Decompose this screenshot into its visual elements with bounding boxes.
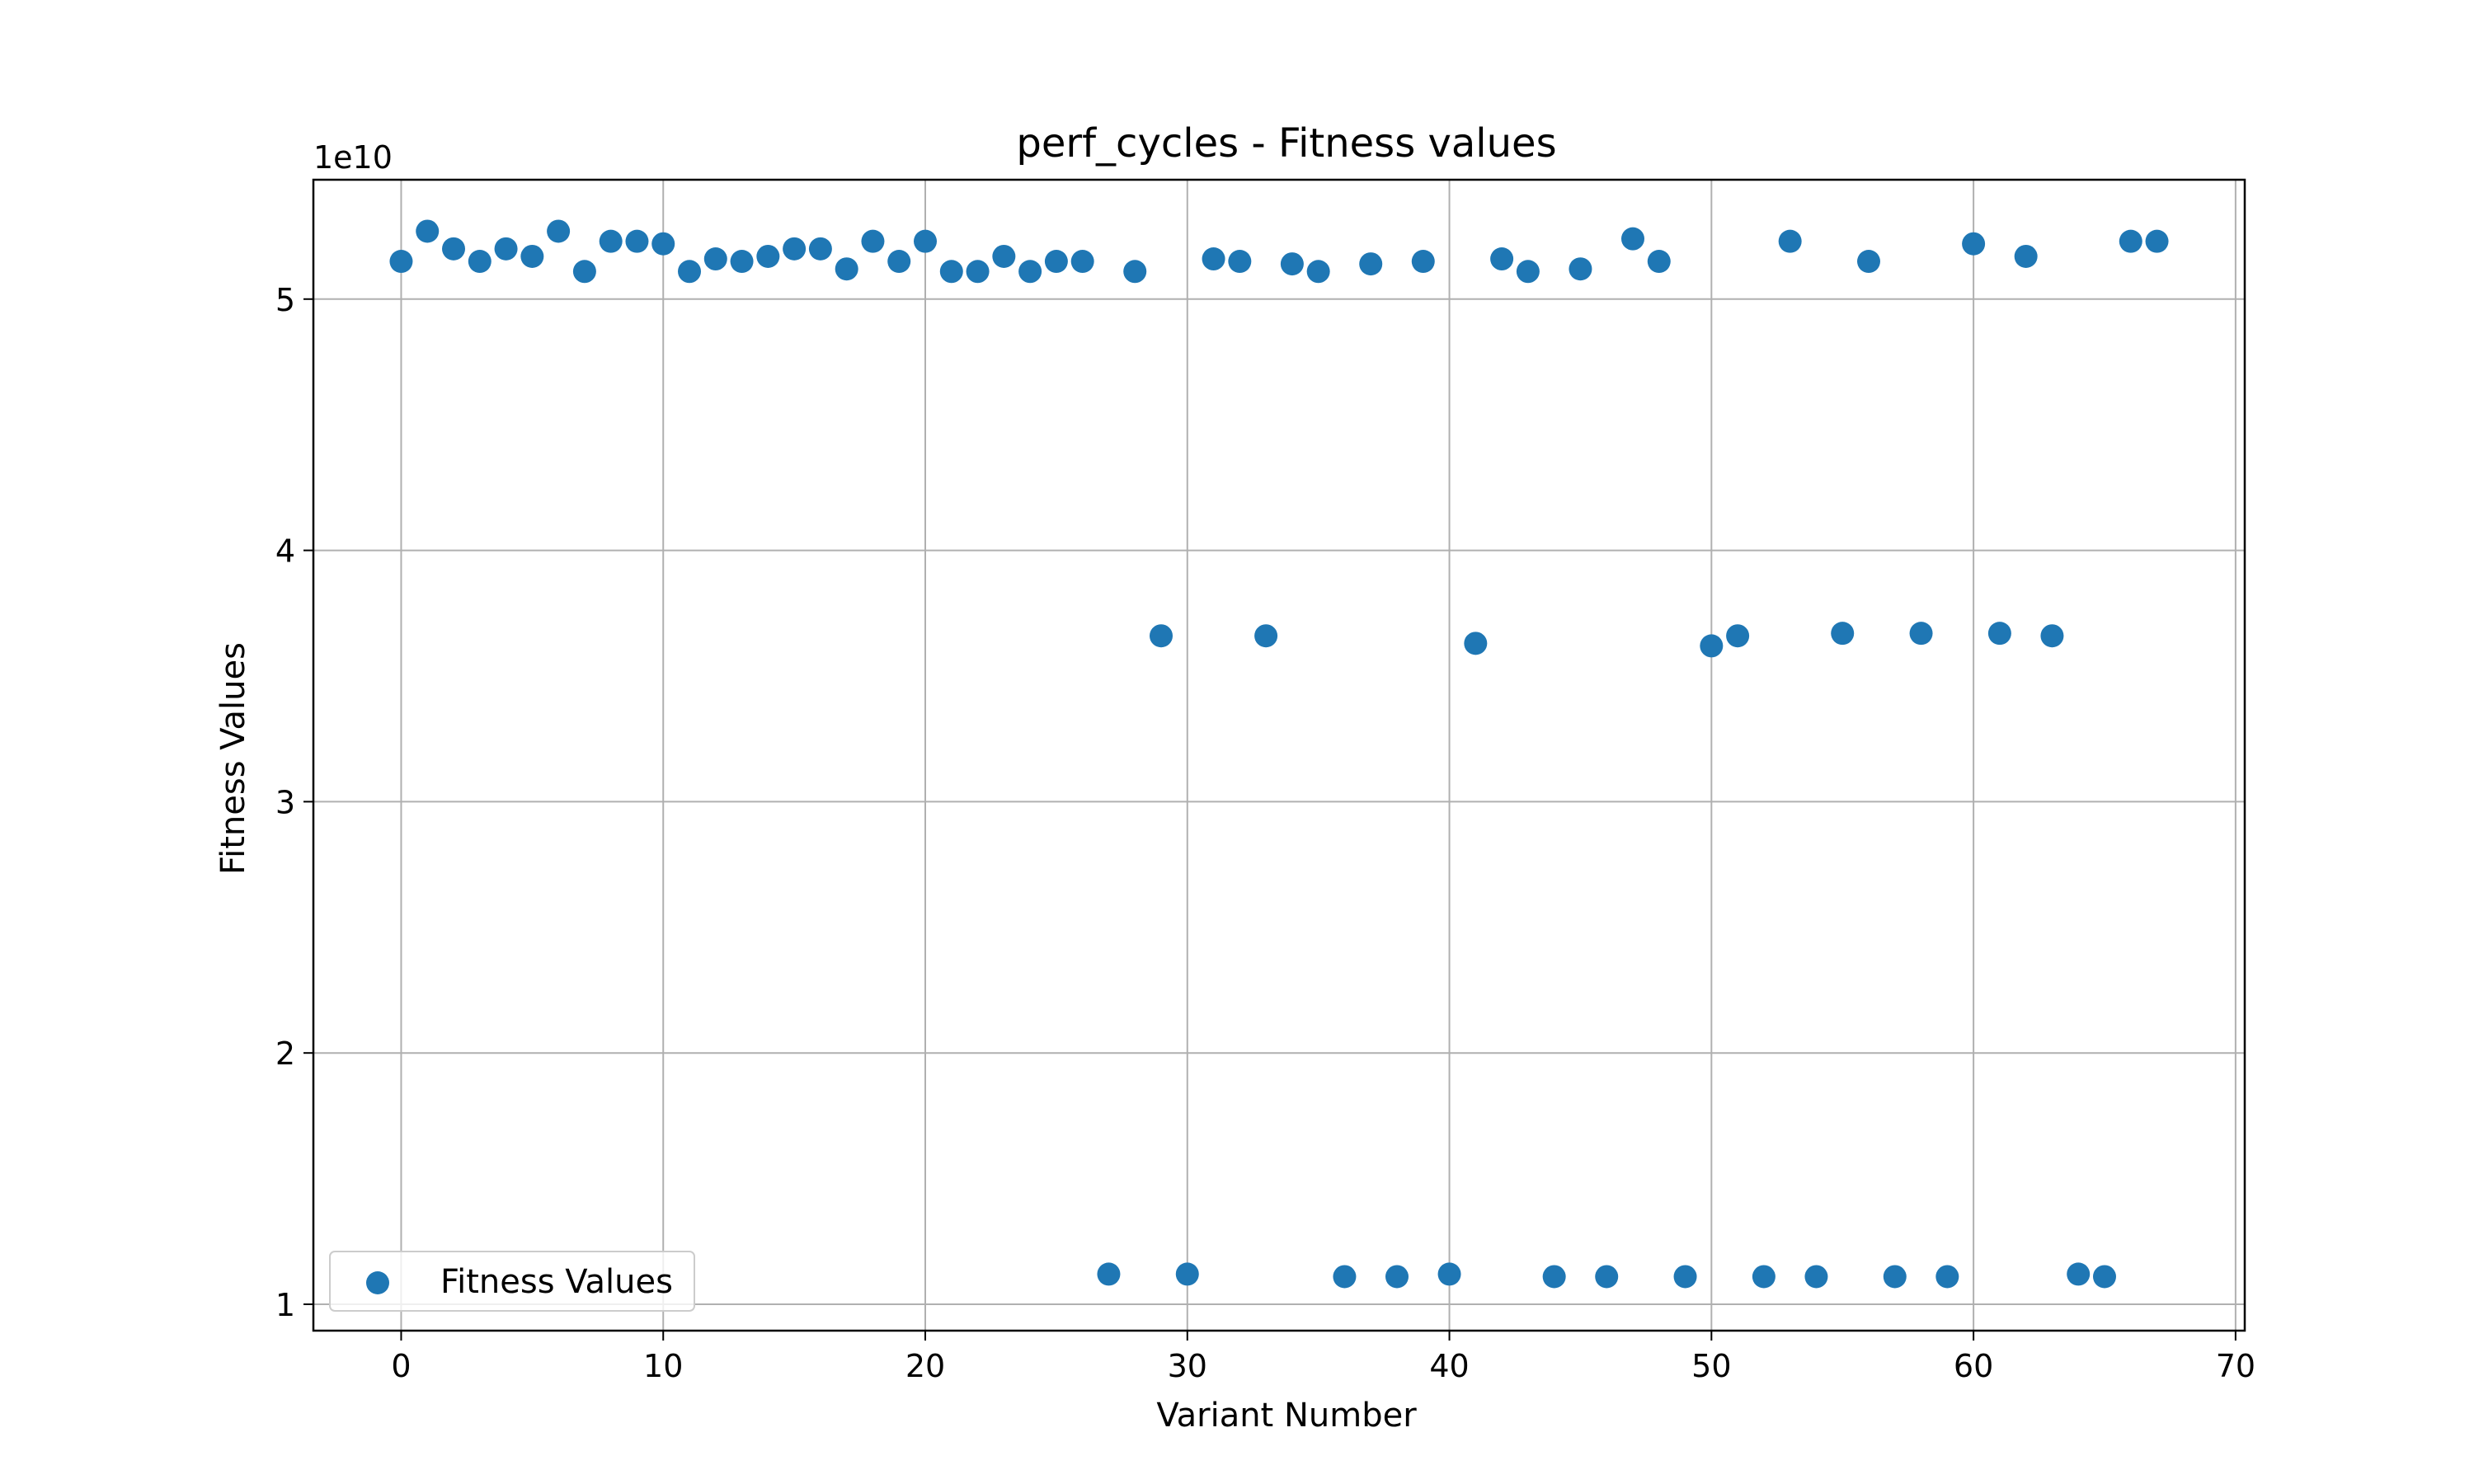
- chart-title: perf_cycles - Fitness values: [1016, 120, 1556, 167]
- data-point: [1542, 1265, 1566, 1289]
- data-point: [1254, 624, 1278, 648]
- data-point: [1935, 1265, 1959, 1289]
- data-point: [1700, 634, 1724, 658]
- y-tick-label: 4: [275, 533, 295, 570]
- data-point: [1228, 250, 1252, 274]
- y-tick-label: 1: [275, 1287, 295, 1323]
- data-point: [992, 244, 1016, 268]
- data-point: [783, 237, 807, 261]
- data-point: [599, 229, 623, 253]
- x-tick-label: 30: [1168, 1348, 1207, 1384]
- data-point: [1175, 1262, 1199, 1286]
- data-point: [1097, 1262, 1121, 1286]
- data-point: [2040, 624, 2064, 648]
- data-point: [1123, 260, 1147, 284]
- data-point: [494, 237, 518, 261]
- x-tick-label: 10: [643, 1348, 683, 1384]
- x-tick-label: 60: [1954, 1348, 1993, 1384]
- data-point: [520, 244, 544, 268]
- data-point: [835, 257, 858, 281]
- data-point: [939, 260, 963, 284]
- data-point: [1620, 227, 1644, 251]
- data-point: [1831, 622, 1855, 646]
- data-point: [651, 232, 675, 256]
- legend: Fitness Values: [329, 1251, 695, 1312]
- data-point: [442, 237, 466, 261]
- data-point: [1333, 1265, 1357, 1289]
- y-axis-multiplier: 1e10: [313, 139, 393, 176]
- data-point: [756, 244, 780, 268]
- data-point: [2119, 229, 2142, 253]
- data-point: [1280, 252, 1304, 276]
- x-tick-label: 70: [2216, 1348, 2255, 1384]
- data-point: [1569, 257, 1592, 281]
- data-point: [808, 237, 832, 261]
- x-axis-label: Variant Number: [1156, 1397, 1417, 1435]
- y-axis-label: Fitness Values: [214, 642, 252, 875]
- data-point: [2067, 1262, 2091, 1286]
- data-point: [1962, 232, 1986, 256]
- data-point: [2092, 1265, 2116, 1289]
- data-point: [1018, 260, 1042, 284]
- data-point: [468, 250, 492, 274]
- plot-frame: [312, 178, 2246, 1332]
- data-point: [1673, 1265, 1697, 1289]
- axis-ticks: 0 10 20 30 40 50 60 70 1 2 3 4 5: [275, 282, 2255, 1384]
- data-point: [1804, 1265, 1828, 1289]
- data-point: [1359, 252, 1383, 276]
- data-point: [914, 229, 938, 253]
- data-point: [861, 229, 885, 253]
- data-point: [1070, 250, 1094, 274]
- data-point: [1516, 260, 1540, 284]
- data-point: [1856, 250, 1880, 274]
- x-tick-label: 40: [1429, 1348, 1469, 1384]
- data-point: [1490, 247, 1514, 271]
- x-tick-label: 50: [1691, 1348, 1731, 1384]
- data-point: [416, 219, 440, 243]
- data-point: [1044, 250, 1068, 274]
- y-tick-label: 5: [275, 282, 295, 318]
- data-point: [966, 260, 990, 284]
- data-point: [1202, 247, 1225, 271]
- legend-marker: [366, 1271, 389, 1294]
- data-point: [1726, 624, 1750, 648]
- data-point: [1595, 1265, 1619, 1289]
- data-points: [389, 219, 2169, 1289]
- data-point: [1778, 229, 1802, 253]
- data-point: [1437, 1262, 1461, 1286]
- data-point: [1150, 624, 1174, 648]
- data-point: [572, 260, 596, 284]
- legend-label: Fitness Values: [440, 1263, 673, 1301]
- data-point: [1385, 1265, 1409, 1289]
- legend-box: [329, 1251, 695, 1312]
- data-point: [1883, 1265, 1907, 1289]
- data-point: [1987, 622, 2011, 646]
- data-point: [1647, 250, 1671, 274]
- y-tick-label: 2: [275, 1036, 295, 1072]
- y-tick-label: 3: [275, 784, 295, 820]
- data-point: [887, 250, 911, 274]
- data-point: [2014, 244, 2038, 268]
- data-point: [625, 229, 649, 253]
- data-point: [1752, 1265, 1776, 1289]
- x-tick-label: 0: [391, 1348, 411, 1384]
- x-tick-label: 20: [905, 1348, 945, 1384]
- data-point: [703, 247, 727, 271]
- data-point: [2145, 229, 2169, 253]
- data-point: [678, 260, 702, 284]
- data-point: [1306, 260, 1330, 284]
- data-point: [1464, 632, 1488, 655]
- data-point: [1411, 250, 1435, 274]
- data-point: [1909, 622, 1933, 646]
- data-point: [730, 250, 754, 274]
- data-point: [389, 250, 413, 274]
- data-point: [547, 219, 571, 243]
